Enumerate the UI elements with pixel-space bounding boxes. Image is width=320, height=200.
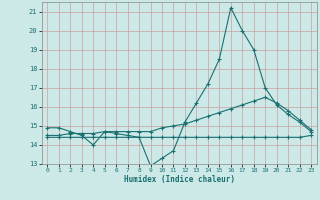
X-axis label: Humidex (Indice chaleur): Humidex (Indice chaleur)	[124, 175, 235, 184]
